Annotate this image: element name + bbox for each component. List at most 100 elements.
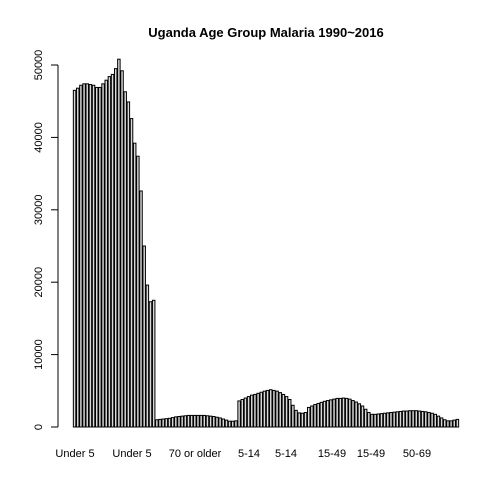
x-tick-label: 70 or older [169, 448, 222, 460]
bar [254, 394, 256, 427]
y-tick-label: 40000 [33, 122, 45, 153]
y-tick-label: 20000 [33, 267, 45, 298]
bar [456, 419, 458, 427]
bar [273, 390, 275, 427]
bar [159, 419, 161, 427]
bar [444, 420, 446, 427]
bar [364, 409, 366, 427]
bar [380, 414, 382, 427]
bar [374, 414, 376, 427]
y-tick-label: 50000 [33, 50, 45, 81]
bar [393, 412, 395, 427]
bar [130, 119, 132, 427]
x-axis-labels: Under 5 Under 5 70 or older 5-14 5-14 15-49 15… [55, 448, 431, 460]
bar [209, 416, 211, 427]
bar [339, 398, 341, 427]
bar [317, 403, 319, 427]
bar [219, 418, 221, 427]
bar [292, 405, 294, 427]
bar [96, 87, 98, 427]
bar [418, 411, 420, 427]
bar [143, 246, 145, 427]
bar [371, 414, 373, 427]
bar [377, 414, 379, 427]
y-tick-label: 30000 [33, 195, 45, 226]
bar [206, 416, 208, 427]
bar [301, 413, 303, 427]
bar [289, 399, 291, 427]
bar [108, 77, 110, 427]
x-tick-label: 5-14 [275, 448, 297, 460]
bar [266, 390, 268, 427]
bars-group [73, 59, 458, 427]
bar [450, 421, 452, 427]
bar [184, 416, 186, 427]
bar [390, 413, 392, 427]
bar [431, 413, 433, 427]
bar [333, 399, 335, 427]
x-tick-label: Under 5 [55, 448, 94, 460]
y-axis: 0 10000 20000 30000 40000 50000 [33, 50, 58, 430]
bar [396, 412, 398, 427]
bar [89, 85, 91, 427]
bar [342, 398, 344, 427]
bar [307, 407, 309, 427]
bar [345, 398, 347, 427]
bar [146, 285, 148, 427]
bar [200, 415, 202, 427]
bar [149, 302, 151, 427]
bar [349, 399, 351, 427]
bar [178, 417, 180, 428]
bar [216, 417, 218, 427]
bar [247, 397, 249, 427]
bar [187, 415, 189, 427]
bar [425, 412, 427, 427]
bar [251, 395, 253, 427]
bar [175, 417, 177, 427]
bar [190, 415, 192, 427]
bar [336, 398, 338, 427]
bar [244, 398, 246, 427]
bar [415, 411, 417, 427]
bar [165, 419, 167, 427]
bar [383, 413, 385, 427]
y-tick-label: 0 [33, 424, 45, 430]
bar [156, 420, 158, 427]
bar [92, 85, 94, 427]
bar [260, 392, 262, 427]
bar [133, 143, 135, 427]
x-tick-label: 50-69 [403, 448, 431, 460]
bar [428, 413, 430, 427]
bar [355, 402, 357, 427]
bar [440, 418, 442, 427]
bar [118, 59, 120, 427]
bar [86, 84, 88, 427]
bar [127, 102, 129, 427]
bar [213, 417, 215, 428]
chart-title: Uganda Age Group Malaria 1990~2016 [148, 25, 383, 40]
bar [194, 415, 196, 427]
bar [437, 416, 439, 427]
bar [168, 418, 170, 427]
bar [352, 401, 354, 427]
bar [73, 90, 75, 427]
bar [114, 69, 116, 427]
bar [326, 401, 328, 427]
bar [406, 411, 408, 427]
bar [121, 71, 123, 427]
bar [225, 420, 227, 427]
bar [387, 413, 389, 427]
y-tick-label: 10000 [33, 339, 45, 370]
x-tick-label: 5-14 [238, 448, 260, 460]
x-tick-label: 15-49 [357, 448, 385, 460]
bar [235, 421, 237, 427]
bar [314, 405, 316, 427]
bar [298, 413, 300, 427]
bar [203, 415, 205, 427]
bar [181, 416, 183, 427]
bar [304, 413, 306, 427]
bar [99, 87, 101, 427]
bar [137, 156, 139, 427]
bar [228, 421, 230, 427]
